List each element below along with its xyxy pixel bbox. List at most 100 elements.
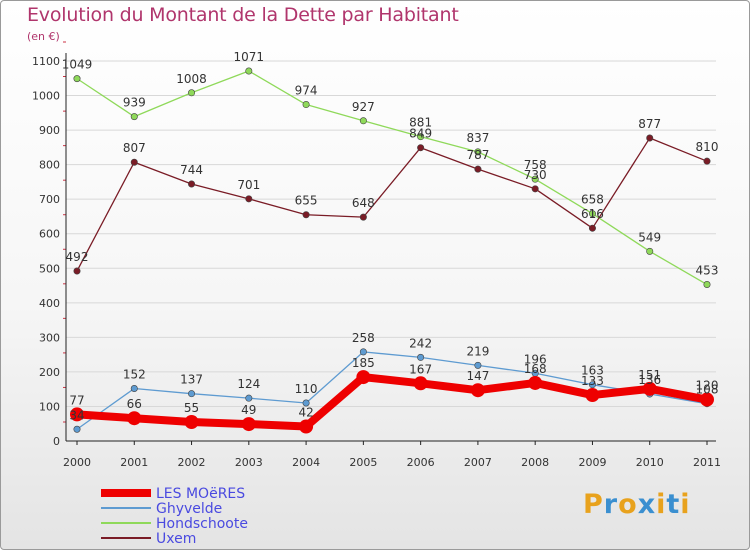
data-point-les-mo-res [528, 375, 543, 390]
series-line-les-mo-res [73, 373, 711, 431]
data-label-les-mo-res: 185 [352, 356, 375, 370]
data-label-ghyvelde: 34 [69, 408, 84, 422]
data-label-les-mo-res: 147 [466, 369, 489, 383]
data-point-ghyvelde [188, 390, 196, 398]
data-label-hondschoote: 1049 [62, 58, 93, 72]
data-label-ghyvelde: 110 [295, 382, 318, 396]
data-point-hondschoote [588, 210, 596, 218]
data-label-uxem: 616 [581, 207, 604, 221]
data-label-hondschoote: 758 [524, 158, 547, 172]
data-label-hondschoote: 837 [466, 131, 489, 145]
data-label-hondschoote: 927 [352, 100, 375, 114]
y-tick-label: 800 [39, 159, 60, 172]
x-tick-label: 2002 [178, 456, 206, 469]
y-tick-label: 500 [39, 262, 60, 275]
legend-label-ghyvelde: Ghyvelde [156, 501, 222, 517]
legend-label-uxem: Uxem [156, 531, 196, 547]
series-line-hondschoote [76, 70, 708, 286]
data-label-hondschoote: 658 [581, 193, 604, 207]
data-point-les-mo-res [299, 419, 314, 434]
data-label-ghyvelde: 152 [123, 367, 146, 381]
data-point-les-mo-res [241, 417, 256, 432]
data-label-uxem: 744 [180, 163, 203, 177]
data-point-uxem [474, 165, 482, 173]
data-point-uxem [73, 267, 81, 275]
x-tick-label: 2007 [464, 456, 492, 469]
x-tick-label: 2003 [235, 456, 263, 469]
data-point-hondschoote [73, 75, 81, 83]
data-label-les-mo-res: 133 [581, 374, 604, 388]
x-tick-label: 2001 [120, 456, 148, 469]
data-point-hondschoote [531, 175, 539, 183]
data-point-ghyvelde [245, 394, 253, 402]
data-point-hondschoote [302, 101, 310, 109]
data-label-les-mo-res: 66 [127, 397, 142, 411]
data-point-les-mo-res [585, 388, 600, 403]
data-label-ghyvelde: 136 [638, 373, 661, 387]
data-label-hondschoote: 939 [123, 96, 146, 110]
data-point-uxem [588, 224, 596, 232]
data-label-ghyvelde: 137 [180, 373, 203, 387]
y-tick-label: 900 [39, 124, 60, 137]
data-point-ghyvelde [73, 425, 81, 433]
data-point-ghyvelde [130, 384, 138, 392]
data-point-ghyvelde [417, 353, 425, 361]
data-label-les-mo-res: 167 [409, 362, 432, 376]
data-point-les-mo-res [356, 370, 371, 385]
data-label-uxem: 648 [352, 196, 375, 210]
logo-letter: t [666, 489, 681, 520]
data-point-hondschoote [646, 247, 654, 255]
data-label-hondschoote: 974 [295, 84, 318, 98]
y-tick-label: 600 [39, 228, 60, 241]
data-point-les-mo-res [700, 392, 714, 407]
data-label-uxem: 730 [524, 168, 547, 182]
data-point-ghyvelde [474, 361, 482, 369]
data-label-ghyvelde: 219 [466, 344, 489, 358]
data-label-les-mo-res: 49 [241, 403, 256, 417]
data-label-ghyvelde: 163 [581, 364, 604, 378]
data-point-hondschoote [245, 67, 253, 75]
data-label-uxem: 849 [409, 127, 432, 141]
y-tick-label: 1100 [32, 55, 60, 68]
data-point-les-mo-res [184, 415, 199, 429]
y-tick-label: 0 [53, 435, 60, 448]
data-label-les-mo-res: 168 [524, 362, 547, 376]
data-label-ghyvelde: 196 [524, 352, 547, 366]
x-tick-label: 2004 [292, 456, 320, 469]
data-point-hondschoote [703, 281, 711, 289]
logo-letter: x [637, 489, 657, 520]
data-point-hondschoote [188, 89, 196, 97]
data-point-uxem [130, 158, 138, 166]
proxiti-logo: Proxiti [583, 489, 691, 520]
x-tick-label: 2000 [63, 456, 91, 469]
data-point-les-mo-res [642, 381, 657, 396]
data-label-uxem: 492 [66, 250, 89, 264]
legend-label-les-mo-res: LES MOëRES [156, 486, 245, 502]
chart-title: Evolution du Montant de la Dette par Hab… [27, 4, 459, 26]
data-point-hondschoote [130, 113, 138, 121]
y-tick-label: 400 [39, 297, 60, 310]
data-point-les-mo-res [413, 376, 428, 391]
logo-letter: i [656, 489, 667, 520]
series-line-ghyvelde [76, 351, 708, 430]
y-tick-label: 1000 [32, 90, 60, 103]
data-label-les-mo-res: 120 [696, 379, 719, 393]
y-tick-label: 300 [39, 331, 60, 344]
data-label-les-mo-res: 77 [69, 393, 84, 407]
data-label-uxem: 787 [466, 148, 489, 162]
legend-label-hondschoote: Hondschoote [156, 516, 248, 532]
data-label-hondschoote: 881 [409, 116, 432, 130]
x-tick-label: 2010 [636, 456, 664, 469]
data-label-uxem: 701 [237, 178, 260, 192]
x-tick-label: 2008 [521, 456, 549, 469]
data-point-uxem [245, 195, 253, 203]
data-label-uxem: 807 [123, 141, 146, 155]
data-label-les-mo-res: 42 [298, 405, 313, 419]
data-point-ghyvelde [588, 381, 596, 389]
data-label-uxem: 877 [638, 117, 661, 131]
data-point-uxem [646, 134, 654, 142]
data-label-hondschoote: 1008 [176, 72, 207, 86]
logo-letter: i [680, 489, 691, 520]
data-point-ghyvelde [302, 399, 310, 407]
x-tick-label: 2006 [407, 456, 435, 469]
